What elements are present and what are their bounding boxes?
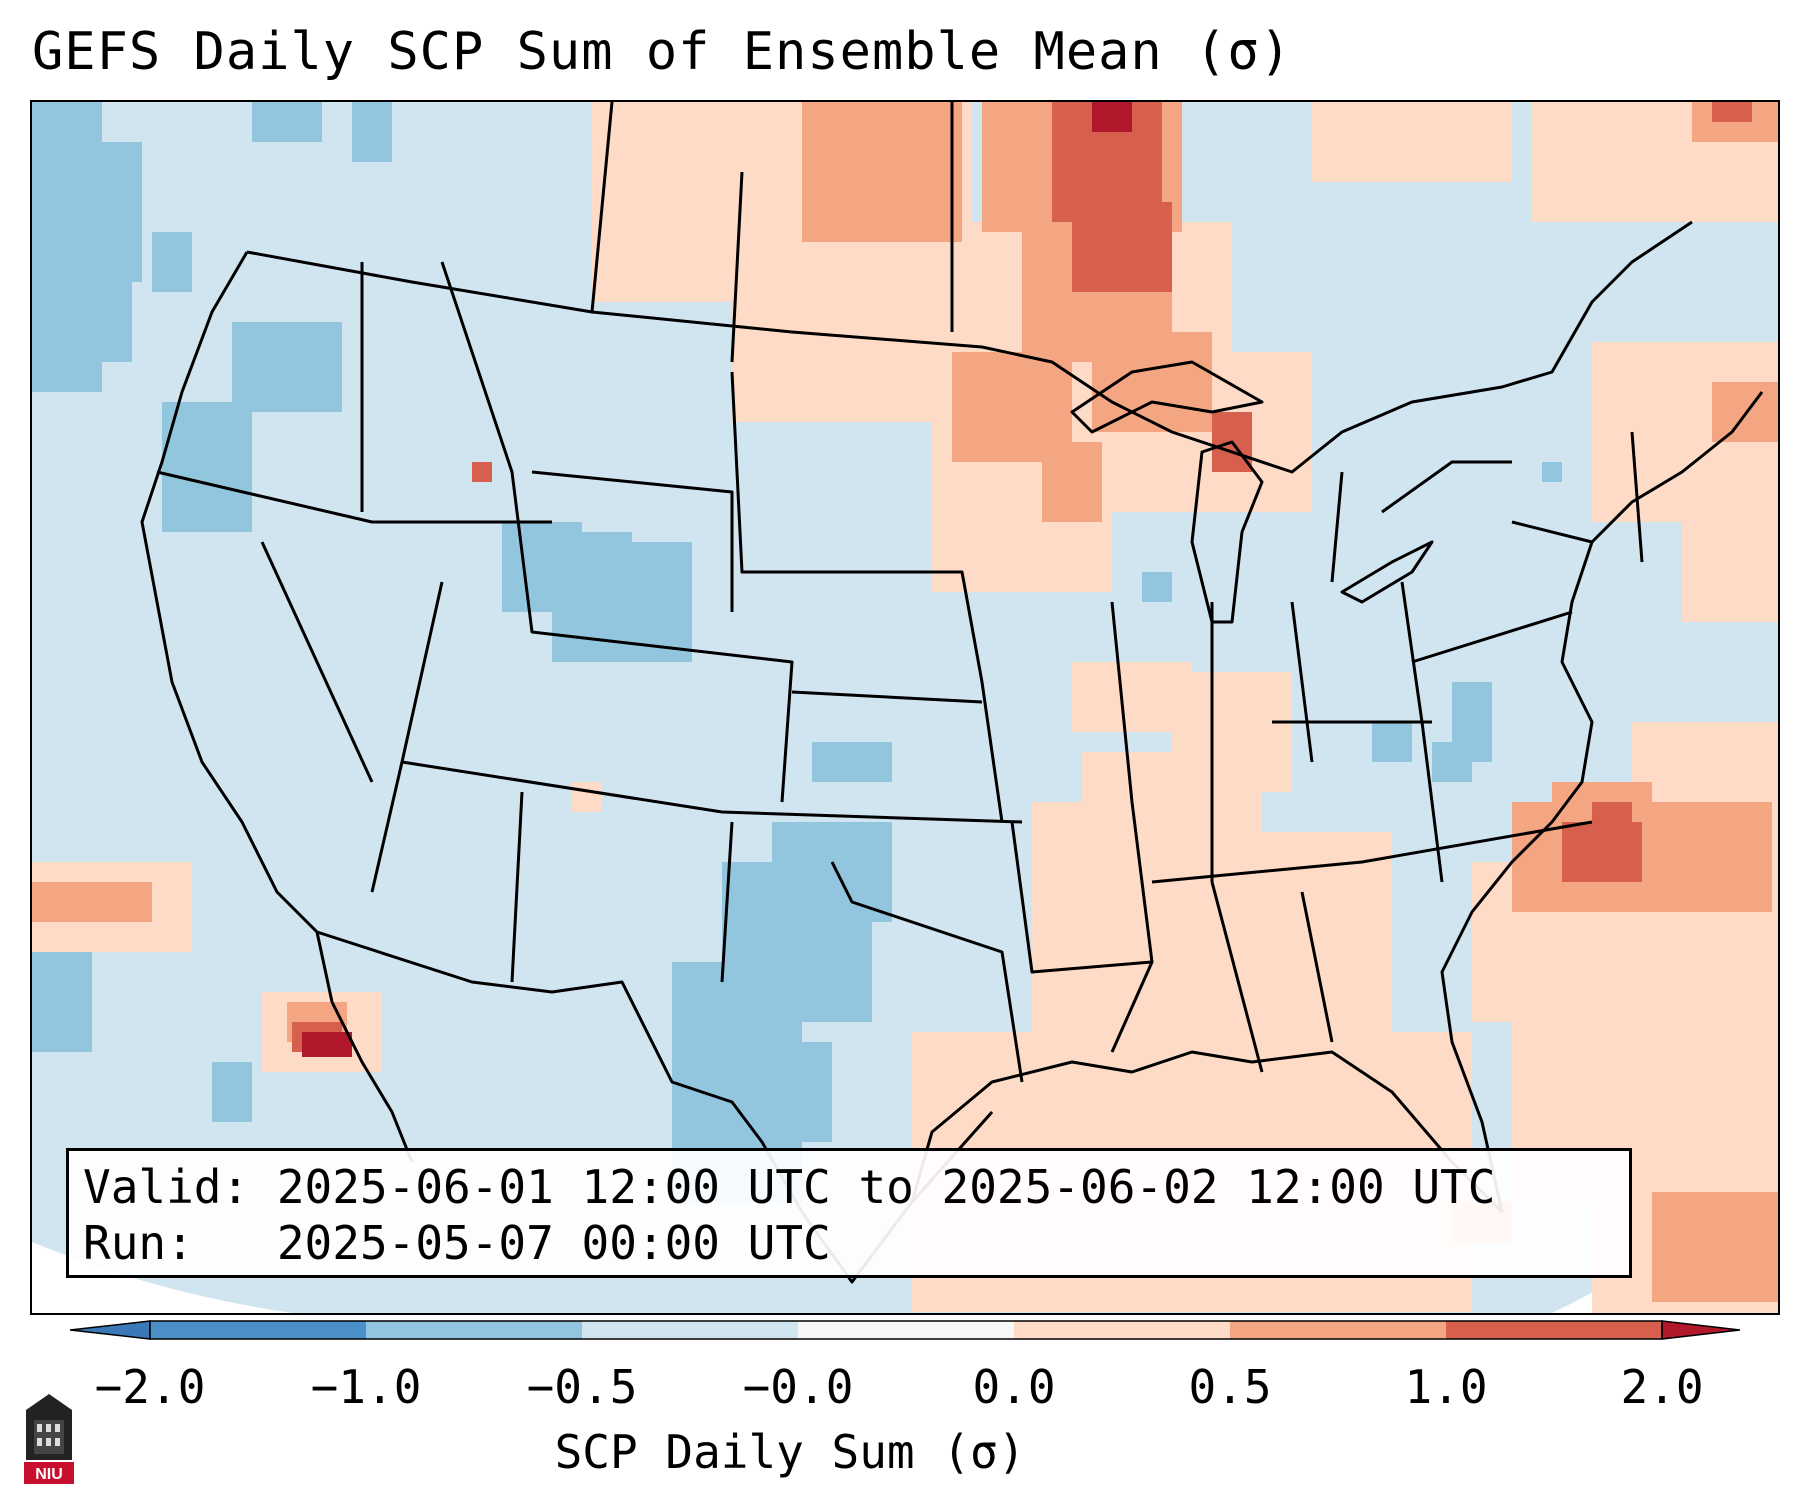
boundaries xyxy=(140,102,1764,1284)
colorbar-under-arrow xyxy=(70,1320,151,1340)
colorbar-bin-05-1 xyxy=(1230,1321,1446,1339)
colorbar-bin-n1-n05 xyxy=(366,1321,582,1339)
colorbar-tick-label: −2.0 xyxy=(94,1360,206,1414)
colorbar-tick-label: −0.0 xyxy=(742,1360,854,1414)
colorbar-tick-label: −1.0 xyxy=(310,1360,422,1414)
svg-text:NIU: NIU xyxy=(35,1466,63,1483)
scp-map xyxy=(32,102,1778,1313)
valid-run-info-box: Valid: 2025-06-01 12:00 UTC to 2025-06-0… xyxy=(66,1148,1632,1278)
colorbar-tick-label: 1.0 xyxy=(1404,1360,1488,1414)
colorbar-outline xyxy=(149,1320,1663,1340)
run-time-text: Run: 2025-05-07 00:00 UTC xyxy=(83,1216,831,1270)
colorbar xyxy=(70,1320,1740,1340)
colorbar-bin-n2-n1 xyxy=(150,1321,366,1339)
colorbar-label: SCP Daily Sum (σ) xyxy=(554,1425,1026,1479)
niu-logo: NIU xyxy=(24,1394,74,1484)
colorbar-over-arrow xyxy=(1661,1320,1740,1340)
colorbar-tick-label: 2.0 xyxy=(1620,1360,1704,1414)
map-panel xyxy=(30,100,1780,1315)
colorbar-bin-n05-0 xyxy=(582,1321,798,1339)
colorbar-tick-label: −0.5 xyxy=(526,1360,638,1414)
colorbar-tick-label: 0.0 xyxy=(972,1360,1056,1414)
outside-domain-left xyxy=(32,1242,292,1313)
valid-time-text: Valid: 2025-06-01 12:00 UTC to 2025-06-0… xyxy=(83,1160,1496,1214)
colorbar-tick-label: 0.5 xyxy=(1188,1360,1272,1414)
moderate-positive-regions xyxy=(32,102,1778,1302)
colorbar-bin-zero xyxy=(798,1321,1014,1339)
colorbar-bin-1-2 xyxy=(1446,1321,1662,1339)
colorbar-bin-0-05 xyxy=(1014,1321,1230,1339)
map-title: GEFS Daily SCP Sum of Ensemble Mean (σ) xyxy=(32,22,1292,82)
extreme-positive-regions xyxy=(302,102,1132,1057)
